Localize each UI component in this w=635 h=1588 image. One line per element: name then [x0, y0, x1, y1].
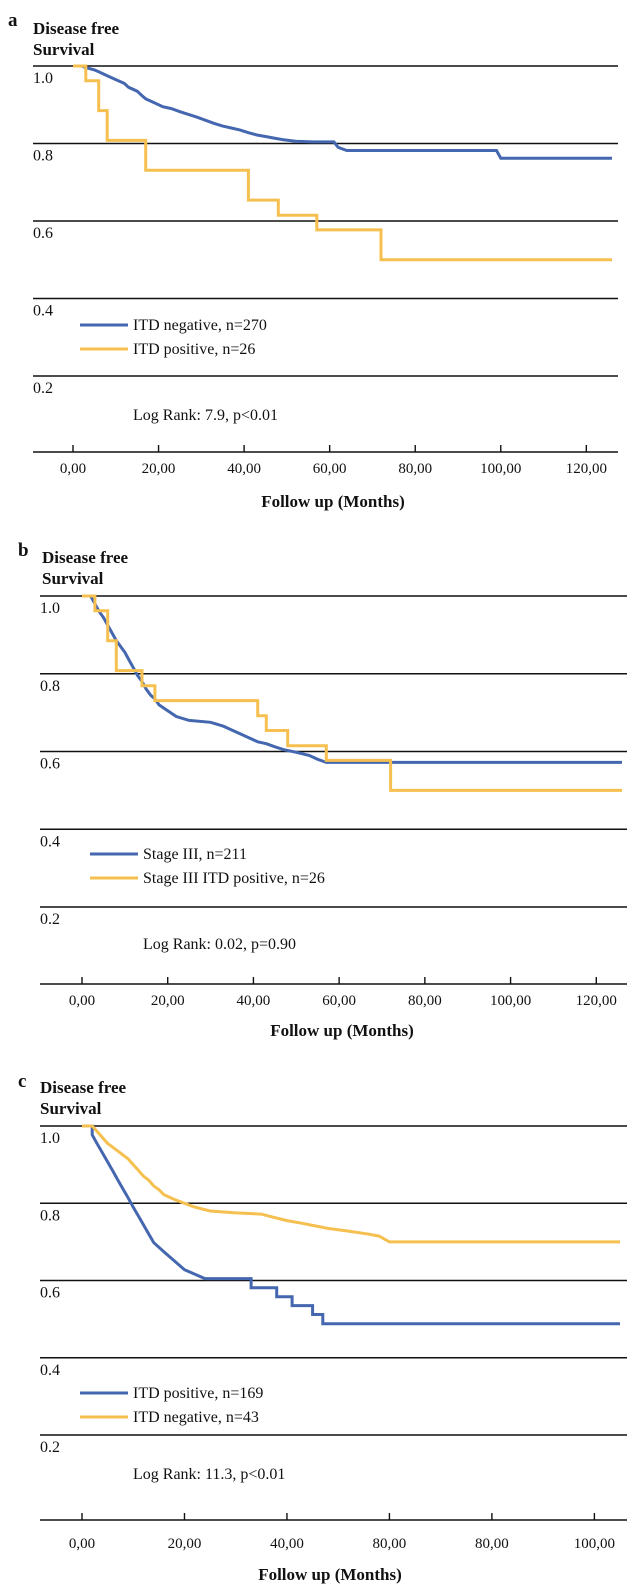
panel-letter-c: c [18, 1071, 26, 1092]
x-tick-label: 120,00 [566, 461, 607, 477]
legend-label-series-1: ITD negative, n=270 [133, 317, 267, 334]
survival-curves [73, 64, 612, 262]
x-tick-label: 80,00 [373, 1536, 407, 1552]
y-tick-label-1.0: 1.0 [40, 600, 60, 617]
y-tick-label-0.2: 0.2 [33, 380, 53, 397]
y-axis-title-line-1: Disease free [42, 548, 129, 567]
x-axis: 0,00 20,00 40,00 80,00 80,00 100,00 [40, 1513, 627, 1552]
survival-curve-series-2 [82, 594, 622, 792]
x-tick-label: 120,00 [576, 993, 617, 1009]
x-tick-label: 80,00 [475, 1536, 509, 1552]
y-axis-title-line-1: Disease free [33, 19, 120, 38]
x-tick-label: 100,00 [480, 461, 521, 477]
legend-label-series-2: ITD negative, n=43 [133, 1409, 259, 1426]
legend: Stage III, n=211 Stage III ITD positive,… [90, 846, 325, 887]
y-tick-label-0.4: 0.4 [40, 1362, 60, 1379]
log-rank-annotation: Log Rank: 0.02, p=0.90 [143, 936, 296, 953]
y-tick-label-0.2: 0.2 [40, 911, 60, 928]
y-tick-label-1.0: 1.0 [40, 1130, 60, 1147]
legend-label-series-1: Stage III, n=211 [143, 846, 247, 863]
x-tick-label: 40,00 [270, 1536, 304, 1552]
x-axis: 0,00 20,00 40,00 60,00 80,00 100,00 120,00 [33, 445, 618, 477]
legend-label-series-2: Stage III ITD positive, n=26 [143, 870, 325, 887]
y-tick-labels: 1.0 0.8 0.6 0.4 0.2 [40, 600, 60, 928]
x-tick-label: 80,00 [398, 461, 432, 477]
legend-label-series-1: ITD positive, n=169 [133, 1385, 263, 1402]
x-tick-label: 100,00 [490, 993, 531, 1009]
y-axis-title-line-2: Survival [33, 40, 95, 59]
x-tick-label: 80,00 [408, 993, 442, 1009]
y-tick-label-0.2: 0.2 [40, 1439, 60, 1456]
panel-c: c Disease free Survival 1.00.80.60.40.2 … [18, 1071, 627, 1584]
y-axis-title-line-1: Disease free [40, 1078, 127, 1097]
panel-a: a Disease free Survival 1.00.80.60.40.2 … [8, 10, 618, 511]
legend-label-series-2: ITD positive, n=26 [133, 341, 255, 358]
legend: ITD negative, n=270 ITD positive, n=26 [80, 317, 267, 358]
panel-letter-a: a [8, 10, 18, 31]
y-tick-label-1.0: 1.0 [33, 70, 53, 87]
x-tick-label: 60,00 [313, 461, 347, 477]
x-tick-label: 60,00 [322, 993, 356, 1009]
y-axis-title-line-2: Survival [40, 1099, 102, 1118]
x-tick-label: 0,00 [69, 993, 95, 1009]
y-axis-title-line-2: Survival [42, 569, 104, 588]
x-tick-label: 40,00 [227, 461, 261, 477]
panel-b: b Disease free Survival 1.00.80.60.40.2 … [18, 540, 627, 1040]
y-tick-label-0.4: 0.4 [33, 303, 53, 320]
y-tick-label-0.4: 0.4 [40, 833, 60, 850]
legend: ITD positive, n=169 ITD negative, n=43 [80, 1385, 263, 1426]
survival-curves [82, 1124, 620, 1326]
survival-curve-series-1 [82, 594, 622, 764]
x-axis-title: Follow up (Months) [258, 1565, 402, 1584]
x-tick-label: 40,00 [237, 993, 271, 1009]
y-tick-label-0.8: 0.8 [40, 1207, 60, 1224]
y-tick-label-0.6: 0.6 [33, 225, 53, 242]
grid-lines [40, 1125, 627, 1436]
survival-curve-series-2 [82, 1124, 620, 1244]
x-tick-label: 100,00 [574, 1536, 615, 1552]
x-tick-label: 20,00 [151, 993, 185, 1009]
y-tick-label-0.8: 0.8 [40, 678, 60, 695]
log-rank-annotation: Log Rank: 11.3, p<0.01 [133, 1466, 285, 1483]
y-tick-labels: 1.0 0.8 0.6 0.4 0.2 [33, 70, 53, 397]
y-tick-label-0.8: 0.8 [33, 148, 53, 165]
survival-curves [82, 594, 622, 792]
y-tick-labels: 1.0 0.8 0.6 0.4 0.2 [40, 1130, 60, 1456]
log-rank-annotation: Log Rank: 7.9, p<0.01 [133, 407, 278, 424]
x-axis-title: Follow up (Months) [261, 492, 405, 511]
x-tick-label: 0,00 [69, 1536, 95, 1552]
grid-lines [33, 65, 618, 377]
x-tick-label: 0,00 [60, 461, 86, 477]
x-tick-label: 20,00 [142, 461, 176, 477]
y-tick-label-0.6: 0.6 [40, 756, 60, 773]
panel-letter-b: b [18, 540, 29, 561]
x-tick-label: 20,00 [168, 1536, 202, 1552]
y-tick-label-0.6: 0.6 [40, 1285, 60, 1302]
grid-lines [40, 595, 627, 908]
survival-curve-series-1 [82, 1124, 620, 1326]
survival-curve-series-2 [73, 64, 612, 262]
x-axis-title: Follow up (Months) [270, 1021, 414, 1040]
x-axis: 0,00 20,00 40,00 60,00 80,00 100,00 120,00 [40, 977, 627, 1009]
survival-curve-series-1 [73, 64, 612, 160]
